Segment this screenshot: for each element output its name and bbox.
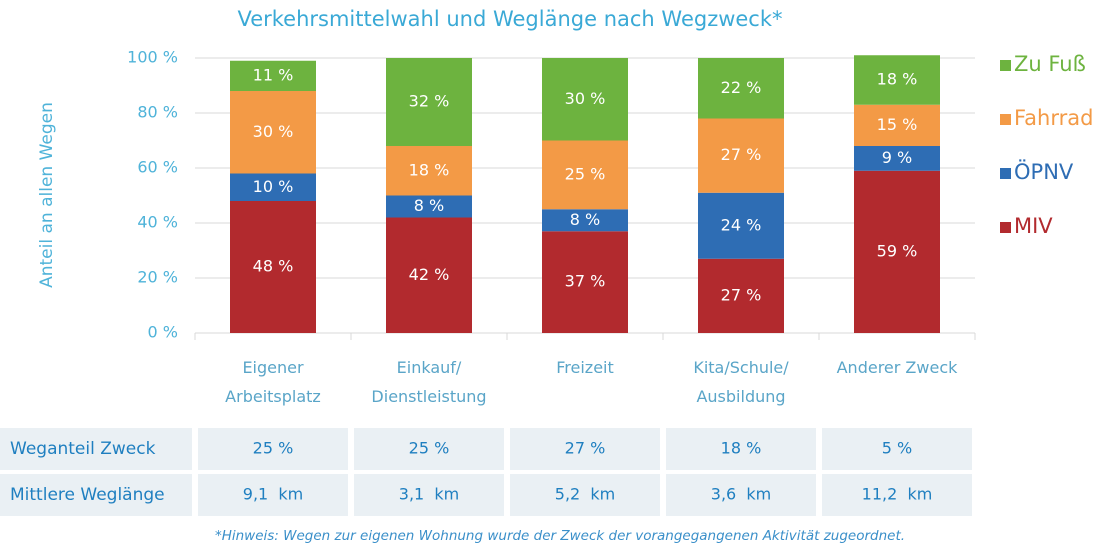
legend-label: Zu Fuß bbox=[1014, 52, 1086, 76]
x-tick-label: Kita/Schule/Ausbildung bbox=[693, 358, 789, 406]
bar-segment bbox=[542, 140, 628, 210]
bar-segment bbox=[854, 170, 940, 333]
value-label: 30 % bbox=[253, 122, 294, 141]
table-cell-text: 5,2 km bbox=[555, 485, 615, 504]
value-label: 9 % bbox=[882, 148, 912, 167]
x-tick-label: Freizeit bbox=[556, 358, 614, 377]
table-cell-text: 3,1 km bbox=[399, 485, 459, 504]
table-cell-text: 5 % bbox=[882, 439, 912, 458]
x-tick-label-line: Eigener bbox=[242, 358, 304, 377]
y-tick-label: 100 % bbox=[127, 48, 178, 67]
value-label: 24 % bbox=[721, 215, 762, 234]
footnote: *Hinweis: Wegen zur eigenen Wohnung wurd… bbox=[215, 528, 905, 544]
x-tick-label-line: Anderer Zweck bbox=[837, 358, 959, 377]
table-cell bbox=[510, 428, 660, 470]
value-label: 18 % bbox=[877, 70, 918, 89]
value-label: 15 % bbox=[877, 115, 918, 134]
bar-segment bbox=[386, 58, 472, 146]
bar-segment bbox=[386, 195, 472, 218]
x-tick-label: Anderer Zweck bbox=[837, 358, 959, 377]
bar-segment bbox=[542, 209, 628, 232]
bar-segment bbox=[698, 192, 784, 259]
table-label-cell bbox=[0, 428, 192, 470]
x-tick-label-line: Freizeit bbox=[556, 358, 614, 377]
bar-segment bbox=[698, 118, 784, 193]
bar-segment bbox=[542, 58, 628, 141]
table-cell bbox=[354, 428, 504, 470]
bar-segment bbox=[230, 60, 316, 91]
legend-swatch bbox=[1000, 114, 1011, 125]
legend-label: MIV bbox=[1014, 214, 1053, 238]
table-cell bbox=[510, 474, 660, 516]
y-axis-label: Anteil an allen Wegen bbox=[37, 102, 57, 288]
bar-segment bbox=[230, 91, 316, 174]
value-label: 32 % bbox=[409, 92, 450, 111]
legend-label: ÖPNV bbox=[1014, 159, 1074, 184]
table-cell bbox=[822, 428, 972, 470]
chart-title: Verkehrsmittelwahl und Weglänge nach Weg… bbox=[237, 7, 782, 31]
table-row-label: Mittlere Weglänge bbox=[10, 485, 165, 505]
x-tick-label: Eigener Arbeitsplatz bbox=[225, 358, 321, 406]
value-label: 48 % bbox=[253, 257, 294, 276]
x-tick-label-line: Kita/Schule/ bbox=[693, 358, 789, 377]
legend-label: Fahrrad bbox=[1014, 106, 1093, 130]
table-cell bbox=[666, 474, 816, 516]
x-tick-label: Einkauf/Dienstleistung bbox=[371, 358, 486, 406]
value-label: 8 % bbox=[414, 196, 444, 215]
legend-swatch bbox=[1000, 222, 1011, 233]
table-cell-text: 25 % bbox=[253, 439, 294, 458]
table-cell-text: 25 % bbox=[409, 439, 450, 458]
value-label: 25 % bbox=[565, 164, 606, 183]
y-tick-label: 0 % bbox=[148, 323, 178, 342]
table-cell-text: 9,1 km bbox=[243, 485, 303, 504]
legend-swatch bbox=[1000, 60, 1011, 71]
value-label: 30 % bbox=[565, 89, 606, 108]
legend-swatch bbox=[1000, 168, 1011, 179]
x-tick-label-line: Ausbildung bbox=[696, 387, 785, 406]
bar-segment bbox=[230, 173, 316, 201]
value-label: 8 % bbox=[570, 210, 600, 229]
table-cell bbox=[822, 474, 972, 516]
bar-segment bbox=[542, 231, 628, 333]
value-label: 11 % bbox=[253, 65, 294, 84]
bar-segment bbox=[230, 201, 316, 333]
bar-segment bbox=[386, 217, 472, 333]
x-tick-label-line: Einkauf/ bbox=[397, 358, 462, 377]
y-tick-label: 40 % bbox=[137, 213, 178, 232]
table-cell-text: 3,6 km bbox=[711, 485, 771, 504]
value-label: 42 % bbox=[409, 265, 450, 284]
value-label: 18 % bbox=[409, 160, 450, 179]
table-label-cell bbox=[0, 474, 192, 516]
value-label: 22 % bbox=[721, 78, 762, 97]
y-tick-label: 80 % bbox=[137, 103, 178, 122]
value-label: 37 % bbox=[565, 272, 606, 291]
value-label: 27 % bbox=[721, 285, 762, 304]
table-cell-text: 11,2 km bbox=[862, 485, 933, 504]
y-tick-label: 60 % bbox=[137, 158, 178, 177]
bar-segment bbox=[698, 58, 784, 119]
value-label: 27 % bbox=[721, 145, 762, 164]
bar-segment bbox=[854, 55, 940, 105]
y-tick-label: 20 % bbox=[137, 268, 178, 287]
table-cell bbox=[666, 428, 816, 470]
bar-segment bbox=[854, 146, 940, 171]
x-tick-label-line: Arbeitsplatz bbox=[225, 387, 321, 406]
bar-segment bbox=[386, 146, 472, 196]
table-cell bbox=[198, 474, 348, 516]
table-cell-text: 27 % bbox=[565, 439, 606, 458]
x-tick-label-line: Dienstleistung bbox=[371, 387, 486, 406]
bar-segment bbox=[698, 258, 784, 333]
bar-segment bbox=[854, 104, 940, 146]
value-label: 59 % bbox=[877, 241, 918, 260]
table-cell bbox=[198, 428, 348, 470]
value-label: 10 % bbox=[253, 177, 294, 196]
table-row-label: Weganteil Zweck bbox=[10, 439, 156, 459]
table-cell-text: 18 % bbox=[721, 439, 762, 458]
table-cell bbox=[354, 474, 504, 516]
